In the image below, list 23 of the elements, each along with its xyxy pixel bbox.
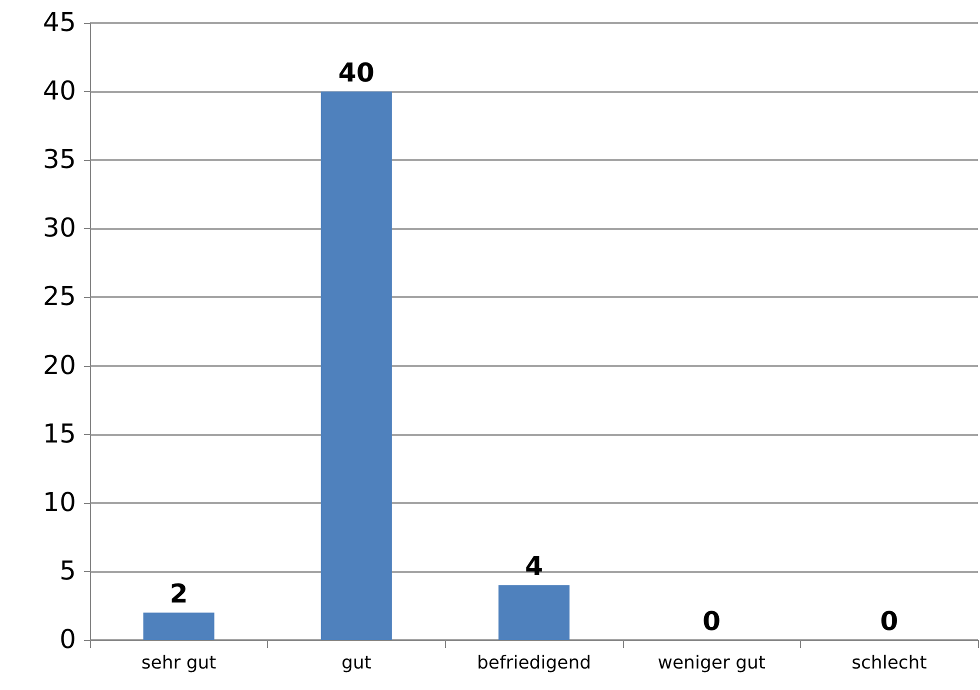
y-tick-label: 30: [42, 214, 76, 244]
y-tick-label: 15: [42, 419, 76, 450]
bar: [498, 585, 570, 640]
y-tick-label: 25: [42, 282, 76, 312]
data-label: 0: [702, 607, 721, 637]
y-tick-label: 45: [42, 8, 76, 38]
data-label: 40: [338, 58, 374, 89]
y-tick-label: 35: [42, 145, 76, 176]
data-label: 0: [880, 607, 898, 637]
x-tick-label: befriedigend: [476, 652, 592, 674]
data-label: 4: [524, 552, 544, 582]
x-tick-label: sehr gut: [141, 652, 216, 674]
y-tick-label: 0: [59, 625, 76, 655]
bar: [143, 612, 214, 640]
x-tick-label: schlecht: [852, 652, 927, 674]
y-tick-label: 10: [42, 488, 76, 518]
x-tick-label: gut: [341, 652, 372, 674]
bar: [320, 92, 392, 640]
data-label: 2: [170, 580, 188, 610]
y-tick-label: 40: [42, 76, 76, 107]
x-tick-label: weniger gut: [658, 652, 766, 674]
y-tick-label: 20: [42, 350, 76, 381]
y-tick-label: 5: [59, 556, 76, 586]
